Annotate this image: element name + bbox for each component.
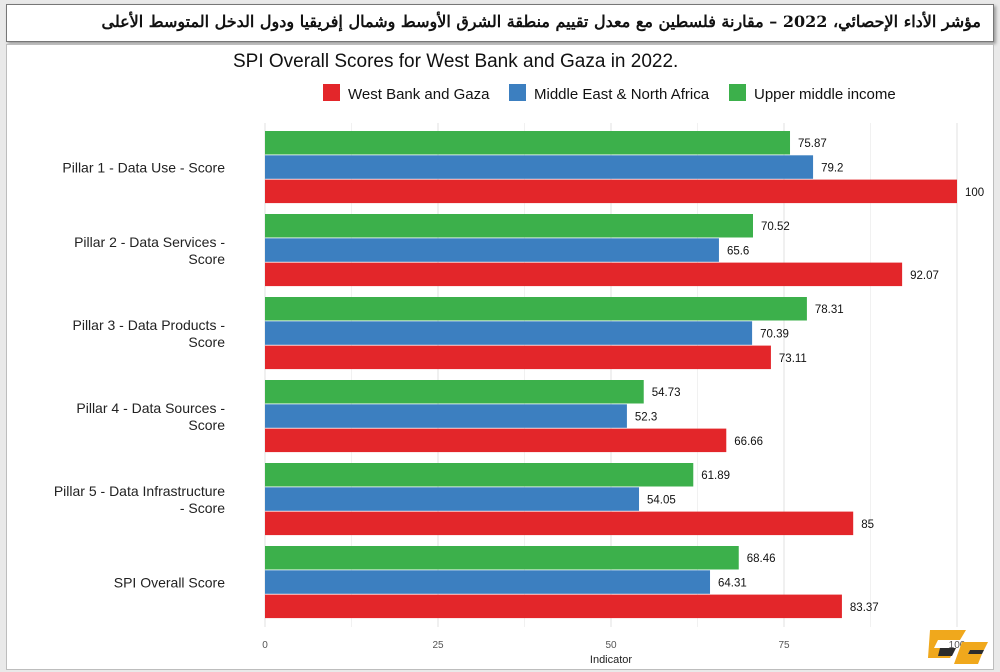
bar-value-label: 85 (861, 519, 874, 531)
bar (265, 214, 753, 238)
bar (265, 179, 957, 204)
category-label: Pillar 5 - Data Infrastructure (54, 483, 225, 499)
bar-value-label: 52.3 (635, 411, 657, 423)
bar-value-label: 68.46 (747, 553, 776, 565)
bar-value-label: 92.07 (910, 270, 939, 282)
bar-value-label: 54.05 (647, 494, 676, 506)
category-label: - Score (180, 500, 225, 516)
bar (265, 262, 903, 287)
header-title: مؤشر الأداء الإحصائي، 2022 – مقارنة فلسط… (101, 12, 981, 31)
category-label: Pillar 2 - Data Services - (74, 234, 225, 250)
category-label: Pillar 4 - Data Sources - (76, 400, 225, 416)
category-label: Score (188, 417, 225, 433)
legend-label: West Bank and Gaza (348, 86, 490, 103)
x-tick-label: 0 (262, 640, 268, 651)
bar (265, 594, 842, 619)
bar (265, 297, 807, 321)
bar-value-label: 78.31 (815, 304, 844, 316)
spi-bar-chart: SPI Overall Scores for West Bank and Gaz… (54, 51, 984, 666)
bar (265, 463, 694, 487)
plot-area (263, 123, 963, 627)
legend-swatch (323, 84, 340, 101)
bar-value-label: 61.89 (701, 470, 730, 482)
bar (265, 404, 627, 428)
bar-value-label: 70.39 (760, 328, 789, 340)
category-label: Pillar 1 - Data Use - Score (62, 159, 225, 175)
x-tick-label: 100 (949, 640, 966, 651)
bar-value-label: 83.37 (850, 602, 879, 614)
bar-value-label: 73.11 (779, 353, 807, 365)
legend-label: Middle East & North Africa (534, 86, 710, 103)
bar-value-label: 70.52 (761, 221, 790, 233)
bar-value-label: 75.87 (798, 138, 827, 150)
bar (265, 321, 753, 345)
bar (265, 155, 814, 179)
bar (265, 428, 727, 453)
x-tick-label: 75 (778, 640, 790, 651)
category-label: Score (188, 334, 225, 350)
bar (265, 511, 854, 536)
legend-swatch (509, 84, 526, 101)
x-axis-label: Indicator (590, 654, 633, 666)
bar (265, 345, 771, 370)
legend-label: Upper middle income (754, 86, 896, 103)
category-label: Score (188, 251, 225, 267)
bar (265, 238, 719, 262)
bar (265, 487, 640, 511)
bar-value-label: 66.66 (734, 436, 763, 448)
bar-value-label: 79.2 (821, 162, 843, 174)
bar (265, 131, 791, 155)
bar-value-label: 100 (965, 187, 984, 199)
bar (265, 570, 711, 594)
chart-title: SPI Overall Scores for West Bank and Gaz… (233, 51, 678, 72)
bar (265, 546, 739, 570)
brand-logo-icon (928, 630, 988, 664)
bar-value-label: 64.31 (718, 577, 747, 589)
bar-value-label: 54.73 (652, 387, 681, 399)
bar-value-label: 65.6 (727, 245, 749, 257)
category-label: Pillar 3 - Data Products - (73, 317, 226, 333)
category-label: SPI Overall Score (114, 574, 225, 590)
x-tick-label: 50 (605, 640, 617, 651)
legend-swatch (729, 84, 746, 101)
bar (265, 380, 644, 404)
chart-panel: SPI Overall Scores for West Bank and Gaz… (6, 44, 994, 670)
x-tick-label: 25 (432, 640, 444, 651)
header-banner: مؤشر الأداء الإحصائي، 2022 – مقارنة فلسط… (6, 4, 994, 42)
